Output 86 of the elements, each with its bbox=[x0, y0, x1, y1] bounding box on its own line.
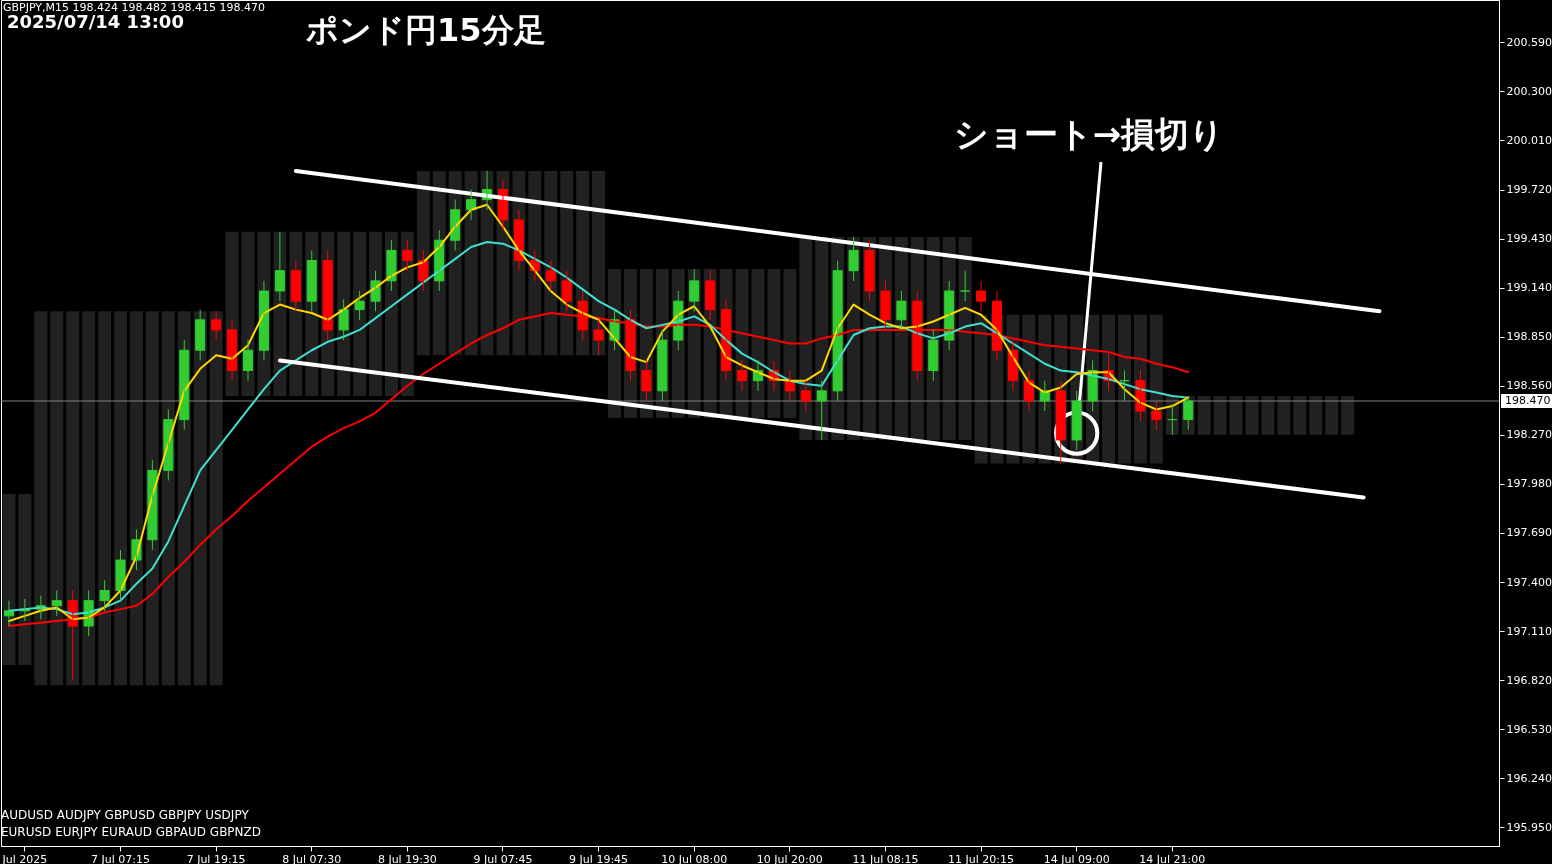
y-tick-label: 200.300 bbox=[1506, 84, 1552, 98]
x-tick-label: 10 Jul 08:00 bbox=[661, 852, 728, 866]
x-tick-label: 11 Jul 20:15 bbox=[948, 852, 1015, 866]
y-tick-label: 195.950 bbox=[1506, 820, 1552, 834]
x-tick-label: 10 Jul 20:00 bbox=[756, 852, 823, 866]
y-tick-label: 200.590 bbox=[1506, 35, 1552, 49]
x-tick-label: 7 Jul 07:15 bbox=[91, 852, 151, 866]
x-tick-label: 8 Jul 07:30 bbox=[282, 852, 342, 866]
y-tick-label: 198.560 bbox=[1506, 379, 1552, 393]
bar bbox=[799, 236, 813, 440]
bar bbox=[50, 311, 64, 686]
x-tick-label: Jul 2025 bbox=[1, 852, 48, 866]
y-tick-label: 199.430 bbox=[1506, 232, 1552, 246]
candlestick bbox=[115, 549, 126, 602]
bar bbox=[66, 311, 80, 686]
x-tick-label: 11 Jul 08:15 bbox=[852, 852, 919, 866]
y-tick-label: 197.400 bbox=[1506, 575, 1552, 589]
candlestick bbox=[848, 236, 859, 282]
bar bbox=[2, 494, 16, 665]
bar bbox=[1261, 395, 1275, 435]
y-tick-label: 197.110 bbox=[1506, 624, 1552, 638]
bar bbox=[353, 231, 367, 396]
candlestick bbox=[545, 260, 556, 292]
bar bbox=[1325, 395, 1339, 435]
bar bbox=[98, 311, 112, 686]
y-tick-label: 196.530 bbox=[1506, 722, 1552, 736]
x-tick-label: 14 Jul 21:00 bbox=[1139, 852, 1206, 866]
candlestick bbox=[928, 329, 939, 382]
candlestick bbox=[641, 359, 652, 402]
candlestick bbox=[338, 298, 349, 341]
annotation: EURUSD EURJPY EURAUD GBPAUD GBPNZD bbox=[1, 825, 262, 839]
candlestick bbox=[386, 239, 397, 292]
candlestick bbox=[800, 380, 811, 412]
y-tick-label: 198.270 bbox=[1506, 428, 1552, 442]
bar bbox=[592, 170, 606, 356]
candlestick bbox=[689, 268, 700, 312]
bar bbox=[34, 311, 48, 686]
y-tick-label: 198.850 bbox=[1506, 330, 1552, 344]
annotation: ショート→損切り bbox=[953, 114, 1225, 154]
bar bbox=[974, 314, 988, 464]
bar bbox=[1293, 395, 1307, 435]
candlestick bbox=[51, 590, 62, 617]
bar bbox=[464, 170, 478, 356]
y-tick-label: 197.980 bbox=[1506, 477, 1552, 491]
bar bbox=[1277, 395, 1291, 435]
y-tick-label: 196.240 bbox=[1506, 771, 1552, 785]
candlestick bbox=[290, 260, 301, 312]
bar bbox=[1309, 395, 1323, 435]
y-tick-label: 199.140 bbox=[1506, 281, 1552, 295]
candlestick bbox=[864, 239, 875, 302]
candlestick bbox=[99, 579, 110, 612]
chart-title: ポンド円15分足 bbox=[306, 11, 546, 49]
candlestick bbox=[354, 290, 365, 321]
candlestick bbox=[195, 309, 206, 361]
bar bbox=[1102, 314, 1116, 464]
candlestick bbox=[593, 319, 604, 356]
bar bbox=[544, 170, 558, 356]
annotation: AUDUSD AUDJPY GBPUSD GBPJPY USDJPY bbox=[1, 808, 250, 822]
bar bbox=[18, 494, 32, 665]
candlestick bbox=[1151, 400, 1162, 431]
y-tick-label: 197.690 bbox=[1506, 526, 1552, 540]
bar bbox=[1229, 395, 1243, 435]
x-tick-label: 7 Jul 19:15 bbox=[186, 852, 246, 866]
candlestick bbox=[402, 239, 413, 272]
y-tick-label: 199.720 bbox=[1506, 183, 1552, 196]
x-tick-label: 9 Jul 19:45 bbox=[569, 852, 629, 866]
bar bbox=[82, 311, 96, 686]
candlestick bbox=[370, 270, 381, 312]
bar bbox=[1213, 395, 1227, 435]
bar bbox=[1341, 395, 1355, 435]
candlestick bbox=[896, 290, 907, 331]
bar bbox=[1118, 314, 1131, 464]
x-tick-label: 14 Jul 09:00 bbox=[1043, 852, 1110, 866]
bar bbox=[1038, 314, 1052, 464]
annotation: GBPJPY,M15 198.424 198.482 198.415 198.470 bbox=[3, 1, 265, 14]
y-tick-label: 196.820 bbox=[1506, 673, 1552, 687]
y-tick-label: 200.010 bbox=[1506, 133, 1552, 147]
bar bbox=[958, 236, 972, 440]
x-tick-label: 9 Jul 07:45 bbox=[473, 852, 533, 866]
ref-line-label: 198.470 bbox=[1505, 394, 1551, 407]
bar bbox=[480, 170, 494, 356]
bar bbox=[1197, 395, 1211, 435]
bar bbox=[209, 311, 223, 686]
x-tick-label: 8 Jul 19:30 bbox=[377, 852, 437, 866]
bar bbox=[1245, 395, 1259, 435]
candlestick bbox=[816, 380, 827, 441]
